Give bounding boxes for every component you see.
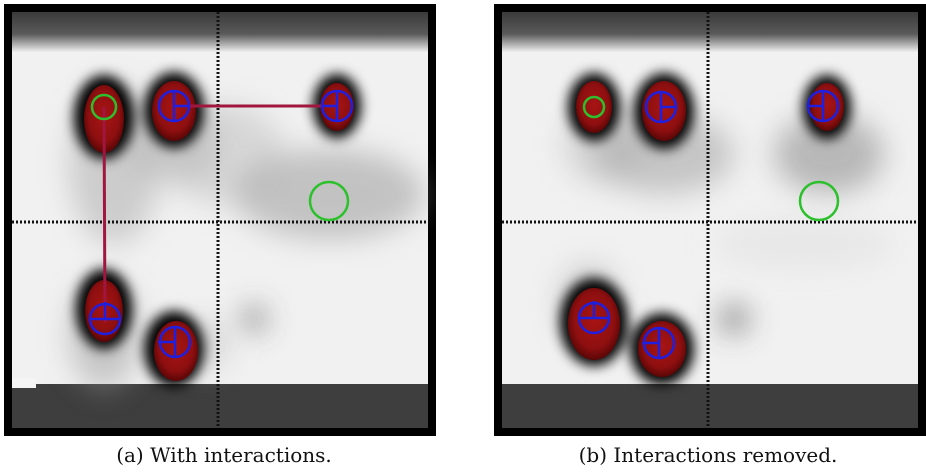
field-background bbox=[502, 12, 918, 428]
blue-marker bbox=[320, 89, 354, 123]
bottom-floor bbox=[502, 384, 918, 428]
blue-marker bbox=[642, 326, 676, 360]
blob bbox=[568, 288, 620, 360]
interaction-edge bbox=[102, 106, 107, 323]
markers bbox=[88, 89, 354, 359]
blob bbox=[642, 81, 686, 141]
caption-b: (b) Interactions removed. bbox=[578, 443, 838, 467]
caption-a: (a) With interactions. bbox=[116, 443, 332, 467]
blue-marker bbox=[644, 90, 678, 124]
blue-marker bbox=[157, 89, 191, 123]
green-marker bbox=[308, 180, 350, 222]
green-marker bbox=[582, 95, 606, 119]
top-shadow-band bbox=[12, 12, 428, 52]
heatmap-b bbox=[494, 4, 926, 436]
markers bbox=[577, 89, 840, 360]
panel-a bbox=[4, 4, 436, 436]
top-shadow-band bbox=[502, 12, 918, 52]
bottom-floor bbox=[12, 384, 428, 428]
blob bbox=[576, 81, 612, 133]
blue-marker bbox=[88, 302, 122, 336]
blue-marker bbox=[577, 301, 611, 335]
blob bbox=[638, 321, 686, 377]
heatmap-a bbox=[4, 4, 436, 436]
blue-marker bbox=[806, 89, 840, 123]
blobs bbox=[568, 81, 844, 377]
green-marker bbox=[798, 180, 840, 222]
blob bbox=[810, 83, 844, 131]
interaction-edges bbox=[102, 104, 337, 323]
green-marker bbox=[90, 93, 118, 121]
panel-b bbox=[494, 4, 926, 436]
blue-marker bbox=[158, 325, 192, 359]
